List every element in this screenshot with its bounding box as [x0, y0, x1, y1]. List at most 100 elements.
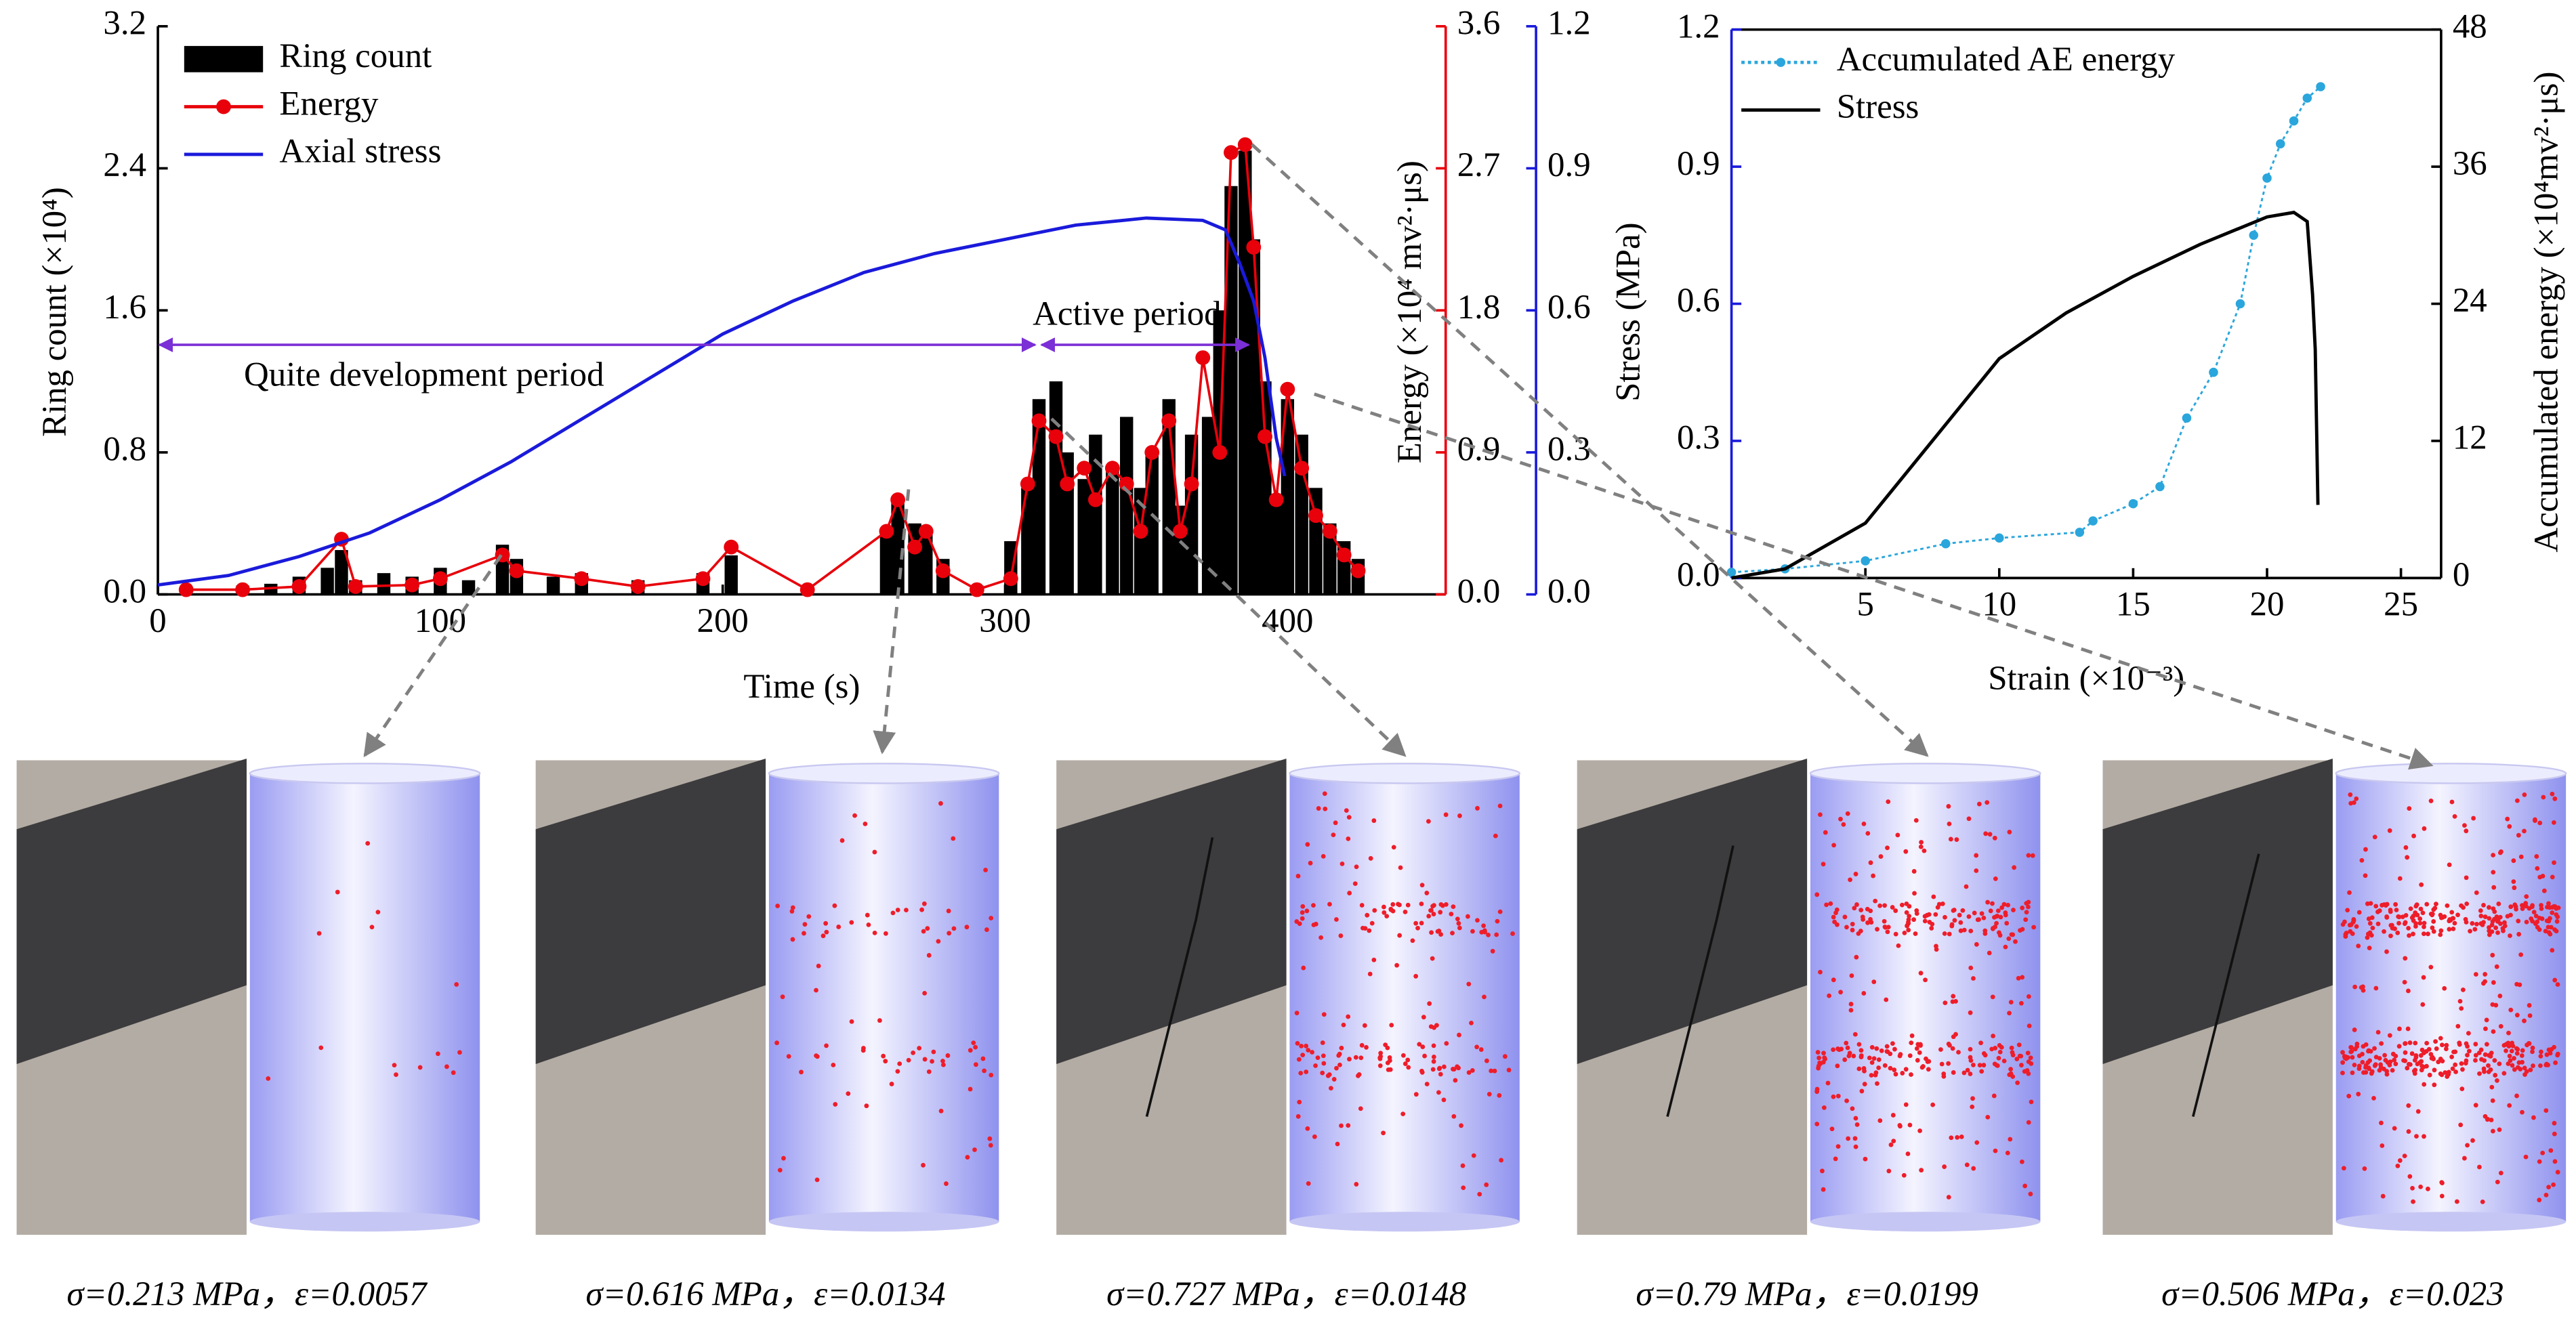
legend-label: Stress [1837, 88, 1919, 126]
ae-event [846, 1091, 851, 1096]
ae-event [2464, 1058, 2469, 1063]
ae-event [789, 909, 795, 914]
ae-event [2501, 1042, 2507, 1048]
series-marker [574, 571, 589, 587]
ae-event [1301, 965, 1306, 971]
ae-event [951, 836, 956, 841]
ae-event [1353, 1055, 1358, 1060]
y2-tick-label: 0.0 [1457, 572, 1501, 610]
bar [1295, 434, 1308, 595]
ae-event [2424, 902, 2430, 907]
ae-event [1923, 977, 1928, 983]
bar [1201, 417, 1216, 595]
ae-event [1497, 1093, 1502, 1098]
ae-event [1913, 931, 1918, 936]
ae-event [922, 1057, 928, 1062]
ae-event [1951, 994, 1956, 999]
ae-event [1430, 956, 1435, 961]
ae-event [1968, 965, 1974, 971]
legend-label: Energy [279, 85, 379, 123]
ae-event [1888, 1051, 1893, 1057]
ae-event [2449, 799, 2455, 805]
ae-event [1444, 1041, 1449, 1046]
y2-tick-label: 2.7 [1457, 146, 1501, 184]
ae-event [2501, 1071, 2507, 1076]
ae-event [2474, 921, 2479, 927]
series-marker [1322, 524, 1337, 539]
ae-event [2406, 1061, 2411, 1067]
series-marker [178, 582, 194, 597]
ae-event [831, 1063, 836, 1067]
series-marker [1212, 445, 1228, 460]
ae-event [2473, 972, 2478, 977]
ae-event [1388, 1067, 1393, 1072]
ae-event [1996, 1055, 2001, 1061]
ae-event [1455, 916, 1460, 922]
ae-event [2478, 908, 2483, 913]
ae-event [864, 1103, 869, 1109]
ae-event [1449, 912, 1454, 916]
ae-event [906, 1057, 911, 1063]
ae-event [780, 994, 785, 1000]
ae-event [1388, 906, 1394, 912]
ae-event [2367, 1066, 2371, 1072]
ae-event [2516, 832, 2521, 838]
legend-label: Ring count [279, 37, 432, 75]
ae-event [1506, 1067, 1512, 1073]
ae-event [1954, 837, 1959, 842]
ae-event [2487, 916, 2492, 921]
bar [1258, 381, 1272, 595]
ae-event [1979, 911, 1985, 916]
ae-event [444, 1064, 449, 1069]
series-marker [2209, 367, 2218, 377]
charts: 0.0 0.8 1.6 2.4 3.2 0.0 0.9 1.8 2.7 3.6 0.0 0.3 0.6 0… [36, 4, 2566, 705]
ae-event [1382, 910, 1387, 915]
ae-event [1438, 902, 1444, 907]
ae-event [2531, 1115, 2536, 1120]
ae-event [1346, 815, 1352, 820]
ae-event [987, 1136, 993, 1141]
ae-event [1886, 799, 1891, 805]
ae-event [1371, 957, 1377, 962]
ae-event [2009, 1045, 2014, 1051]
ae-event [2407, 806, 2412, 811]
ae-event [799, 1069, 804, 1075]
ae-event [394, 1072, 398, 1077]
ae-event [1426, 914, 1432, 918]
legend-label: Axial stress [279, 133, 441, 171]
ae-event [2350, 1055, 2355, 1060]
ae-event [1985, 899, 1991, 905]
ae-event [2372, 834, 2377, 840]
ae-event [1377, 1063, 1383, 1068]
ae-event [2431, 929, 2436, 934]
ae-event [895, 908, 900, 912]
ae-event [2354, 924, 2359, 929]
ae-event [2470, 1138, 2475, 1143]
ae-event [1297, 1099, 1302, 1105]
ae-event [2007, 830, 2012, 834]
x-tick-label: 300 [979, 602, 1031, 640]
ae-event [1997, 1043, 2002, 1048]
ae-event [2464, 901, 2470, 906]
ae-event [1914, 1046, 1919, 1051]
axis-label: Energy (×10⁴ mv²·μs) [1391, 161, 1429, 463]
series-marker [969, 582, 984, 597]
bar [1021, 488, 1035, 595]
ae-event [2479, 1057, 2484, 1062]
ae-event [2491, 906, 2496, 912]
ae-event [1997, 933, 2003, 938]
ae-event [1428, 1024, 1434, 1030]
ae-event [1367, 971, 1373, 977]
ae-event [919, 907, 924, 912]
ae-event [2342, 919, 2347, 925]
ae-event [790, 937, 795, 942]
bar [724, 555, 738, 595]
ae-event [2380, 1193, 2386, 1199]
ae-event [2514, 1093, 2519, 1099]
ae-event [2340, 1070, 2345, 1076]
ae-event [1295, 1114, 1301, 1119]
ae-event [951, 926, 957, 931]
ae-event [2347, 890, 2352, 895]
ae-event [2488, 1054, 2493, 1059]
ae-event [2489, 923, 2495, 927]
